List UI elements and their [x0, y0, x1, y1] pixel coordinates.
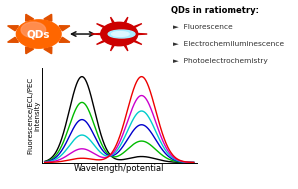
Polygon shape: [120, 39, 128, 51]
Polygon shape: [125, 36, 142, 44]
X-axis label: Wavelength/potential: Wavelength/potential: [74, 164, 164, 173]
Circle shape: [21, 22, 46, 38]
Polygon shape: [8, 26, 18, 31]
Polygon shape: [97, 24, 114, 32]
Polygon shape: [59, 37, 70, 42]
Polygon shape: [59, 26, 70, 31]
Polygon shape: [127, 33, 147, 35]
Text: ►  Fluorescence: ► Fluorescence: [173, 24, 233, 30]
Polygon shape: [26, 14, 34, 21]
Text: QDs in ratiometry:: QDs in ratiometry:: [171, 6, 259, 15]
Text: ►  Photoelectrochemistry: ► Photoelectrochemistry: [173, 58, 268, 64]
Polygon shape: [8, 37, 18, 42]
Polygon shape: [91, 33, 111, 35]
Polygon shape: [125, 24, 142, 32]
Polygon shape: [97, 36, 114, 44]
Ellipse shape: [108, 30, 135, 38]
Polygon shape: [26, 47, 34, 54]
Polygon shape: [111, 17, 118, 29]
Polygon shape: [44, 47, 52, 54]
Polygon shape: [44, 14, 52, 21]
Circle shape: [16, 20, 61, 48]
Text: ►  Electrochemiluminescence: ► Electrochemiluminescence: [173, 41, 284, 47]
Y-axis label: Fluorescence/ECL/PEC
intensity: Fluorescence/ECL/PEC intensity: [27, 77, 40, 154]
Circle shape: [101, 22, 138, 46]
Polygon shape: [120, 17, 128, 29]
Ellipse shape: [112, 32, 129, 36]
Polygon shape: [111, 39, 118, 51]
Text: QDs: QDs: [27, 29, 50, 39]
